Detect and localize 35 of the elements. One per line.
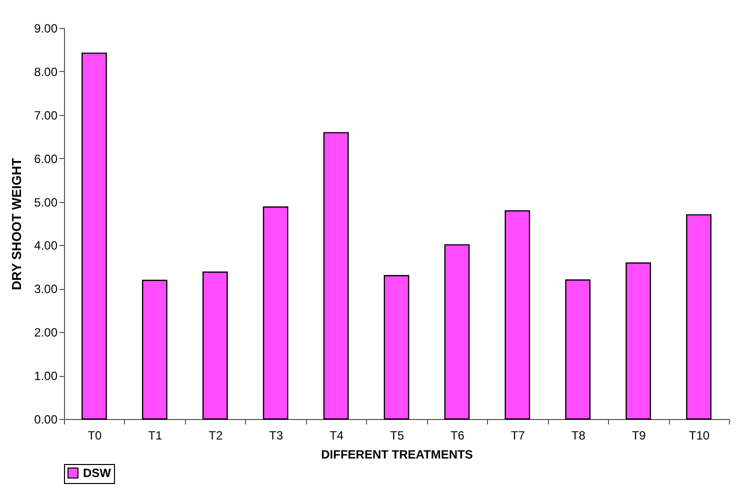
bar — [444, 244, 470, 420]
y-tick-label: 2.00 — [34, 326, 58, 340]
x-axis-title: DIFFERENT TREATMENTS — [321, 448, 473, 462]
x-tick-label: T7 — [510, 428, 526, 442]
bar — [504, 210, 530, 420]
y-tick-label: 5.00 — [34, 195, 58, 210]
x-tick-label: T10 — [688, 428, 710, 442]
y-tick-label: 9.00 — [34, 22, 58, 36]
y-tick-label: 1.00 — [34, 369, 58, 384]
x-tick-label: T5 — [390, 428, 404, 442]
x-tick-label: T8 — [571, 428, 586, 442]
bar — [384, 275, 410, 420]
bar — [565, 279, 591, 420]
x-tick-label: T1 — [148, 428, 163, 442]
bar — [82, 52, 107, 420]
legend-label: DSW — [83, 466, 112, 480]
y-tick-label: 4.00 — [34, 238, 58, 253]
x-tick-label: T4 — [330, 428, 344, 442]
y-tick-label: 8.00 — [34, 64, 58, 79]
bar — [686, 214, 712, 420]
y-tick-label: 6.00 — [34, 152, 58, 166]
x-tick-label: T0 — [88, 428, 102, 442]
y-tick-label: 3.00 — [34, 282, 58, 296]
bar — [323, 132, 349, 420]
y-tick-label: 0.00 — [34, 412, 58, 426]
y-tick-label: 7.00 — [34, 108, 58, 122]
x-tick-label: T9 — [632, 428, 646, 442]
bar — [202, 272, 228, 420]
x-tick-label: T2 — [208, 428, 223, 442]
x-tick-label: T6 — [450, 428, 465, 442]
y-axis-title: DRY SHOOT WEIGHT — [9, 158, 24, 290]
bar — [626, 262, 652, 420]
bar — [142, 280, 168, 420]
x-tick-label: T3 — [269, 428, 284, 442]
bar — [262, 206, 288, 420]
